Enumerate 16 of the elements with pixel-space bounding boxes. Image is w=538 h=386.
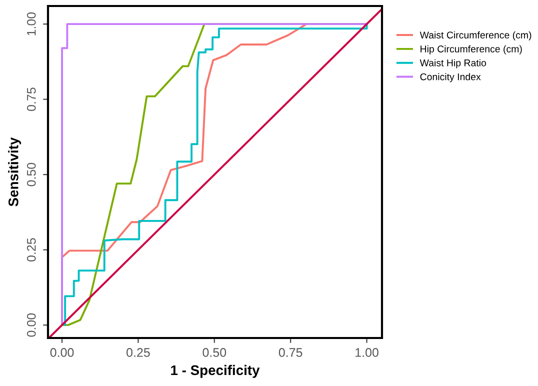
y-tick-label: 0.75 xyxy=(26,88,36,111)
y-tick-label: 0.25 xyxy=(26,238,36,262)
legend-label: Waist Circumference (cm) xyxy=(420,31,532,40)
y-tick-label: 0.00 xyxy=(26,313,36,337)
legend-label: Conicity Index xyxy=(420,73,481,82)
x-tick-label: 0.75 xyxy=(278,348,302,357)
x-tick-label: 0.25 xyxy=(126,348,150,357)
y-tick-label: 0.50 xyxy=(26,162,36,186)
x-tick-label: 0.50 xyxy=(202,348,226,357)
legend-label: Hip Circumference (cm) xyxy=(420,45,522,54)
legend-label: Waist Hip Ratio xyxy=(420,59,486,68)
x-axis-title: 1 - Specificity xyxy=(171,364,260,378)
y-tick-label: 1.00 xyxy=(26,12,36,36)
x-tick-label: 1.00 xyxy=(356,348,378,357)
y-axis-title: Sensitivity xyxy=(8,137,22,206)
x-tick-label: 0.00 xyxy=(50,348,74,357)
